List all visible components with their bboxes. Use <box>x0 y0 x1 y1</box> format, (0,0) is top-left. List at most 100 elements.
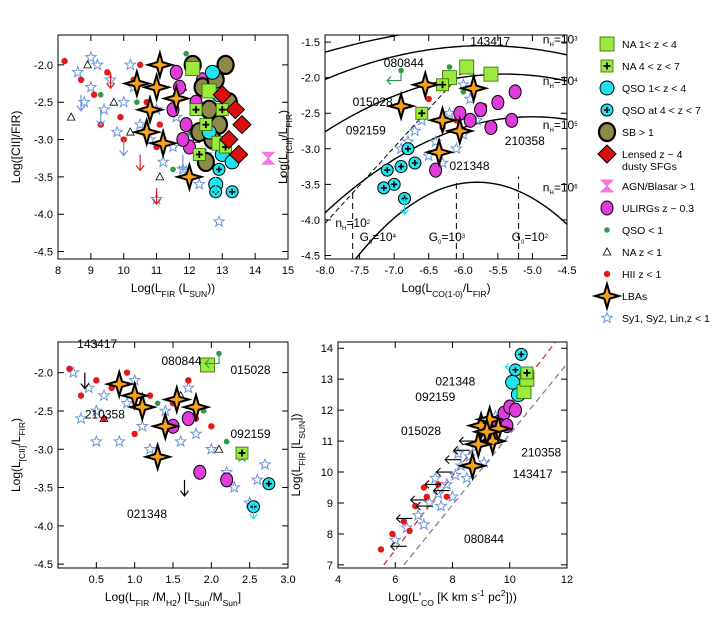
annotation-label: 015028 <box>353 95 393 109</box>
y-tick-label: 10 <box>321 467 333 479</box>
legend-label: QSO < 1 <box>622 225 663 237</box>
legend-label: AGN/Blasar > 1 <box>622 181 695 193</box>
point-na_low <box>83 60 93 69</box>
x-tick-label: -6.0 <box>454 265 473 277</box>
annotation-label: 143417 <box>77 337 117 351</box>
point-ul_cyan_left <box>504 362 522 372</box>
legend: NA 1< z < 4 NA 4 < z < 7 QSO 1< z < 4 QSO a… <box>591 36 710 325</box>
annotation-label: 092159 <box>415 390 455 404</box>
point-sy <box>71 65 85 78</box>
point-qso_low <box>170 166 176 173</box>
point-sy <box>90 57 105 71</box>
point-lensed <box>229 144 249 165</box>
legend-marker-hii <box>603 270 611 278</box>
point-qso_low <box>154 400 161 407</box>
point-sy <box>189 426 203 440</box>
point-lba <box>458 72 490 104</box>
point-sy <box>204 442 218 455</box>
y-tick-label: 12 <box>321 405 333 417</box>
annotation-label: 210358 <box>505 134 545 148</box>
annotation-label: 015028 <box>401 424 441 438</box>
point-hii <box>406 527 413 535</box>
panel-top-right: 143417 080844 015028 092159 210358 021348 nH=1… <box>276 33 578 299</box>
point-lba <box>409 69 441 101</box>
x-tick-label: 12 <box>183 265 195 277</box>
point-ulirg <box>220 472 234 488</box>
point-ul_black_left <box>409 495 427 505</box>
annotation-label: nH=106 <box>543 180 578 196</box>
x-tick-label: -6.5 <box>419 265 438 277</box>
y-tick-label: -3.0 <box>34 135 53 147</box>
point-sy <box>212 214 226 228</box>
point-na14 <box>516 384 532 399</box>
x-tick-label: 1.0 <box>127 574 142 586</box>
point-lba <box>131 116 163 148</box>
y-tick-label: -4.0 <box>34 209 53 221</box>
point-na14 <box>483 66 499 82</box>
legend-marker-na_low <box>602 247 612 256</box>
point-hii <box>412 502 419 510</box>
y-tick-label: 14 <box>321 343 333 355</box>
legend-item: NA 4 < z < 7 <box>600 59 680 73</box>
annotation-label: 080844 <box>384 56 424 70</box>
point-ulirg <box>505 112 519 128</box>
annotation-label: 143417 <box>470 35 510 49</box>
point-sy <box>143 442 157 455</box>
annotation-label: 015028 <box>231 363 271 377</box>
point-hii <box>117 113 124 121</box>
point-sy <box>408 124 422 137</box>
point-hii <box>131 430 138 438</box>
point-ul_black <box>180 479 189 497</box>
point-sy <box>89 403 103 417</box>
point-na_low <box>109 97 119 106</box>
point-qso47 <box>212 162 226 176</box>
point-sy <box>434 499 448 512</box>
plot-frame <box>57 34 289 260</box>
y-tick-label: -3.0 <box>301 144 320 156</box>
point-sy <box>181 381 195 394</box>
point-sy <box>250 472 264 486</box>
point-lba <box>426 104 459 136</box>
point-ul_red <box>135 154 145 172</box>
point-qso_low <box>223 438 230 445</box>
point-na_low <box>155 172 165 181</box>
y-tick-label: 11 <box>322 436 333 448</box>
legend-marker-qso14 <box>599 80 615 96</box>
x-tick-label: 8 <box>449 574 455 586</box>
point-ul_cyan <box>249 502 258 520</box>
legend-item: AGN/Blasar > 1 <box>599 179 695 193</box>
x-axis-label: Log(L'CO [K km s-1 pc2])) <box>388 588 517 608</box>
point-qso47 <box>262 477 276 491</box>
legend-item: NA 1< z < 4 <box>599 36 677 52</box>
legend-item: LBAs <box>591 280 647 312</box>
point-lba <box>141 71 173 103</box>
point-hii <box>185 377 192 384</box>
point-hii <box>377 546 385 553</box>
point-sy <box>110 125 124 138</box>
point-ulirg <box>491 95 505 111</box>
point-na47 <box>192 148 206 161</box>
point-lba <box>423 136 455 168</box>
y-tick-label: -4.0 <box>34 521 53 533</box>
point-sy <box>117 95 131 108</box>
y-axis-label: Log(L[CII]/LFIR) <box>276 110 294 184</box>
x-tick-label: 3.0 <box>280 574 295 586</box>
legend-label: NA z < 1 <box>622 247 662 259</box>
point-ul_black <box>80 372 90 390</box>
point-qso47 <box>380 163 394 177</box>
legend-label: HII z < 1 <box>622 269 662 281</box>
point-ul_black_left <box>432 486 450 495</box>
point-sy <box>448 468 463 481</box>
y-axis-label: Log(L[CII]/LFIR) <box>9 418 27 492</box>
legend-item: Sy1, Sy2, Lin,z < 1 <box>600 311 710 325</box>
y-axis-label: Log([CII]/FIR) <box>9 111 23 184</box>
x-tick-label: 12 <box>561 574 573 586</box>
annotation-label: 080844 <box>162 354 202 368</box>
point-sy <box>174 434 188 448</box>
legend-marker-qso_low <box>604 227 610 233</box>
legend-marker-lensed <box>597 144 617 164</box>
y-tick-label: 13 <box>321 374 333 386</box>
point-lba <box>385 90 417 122</box>
